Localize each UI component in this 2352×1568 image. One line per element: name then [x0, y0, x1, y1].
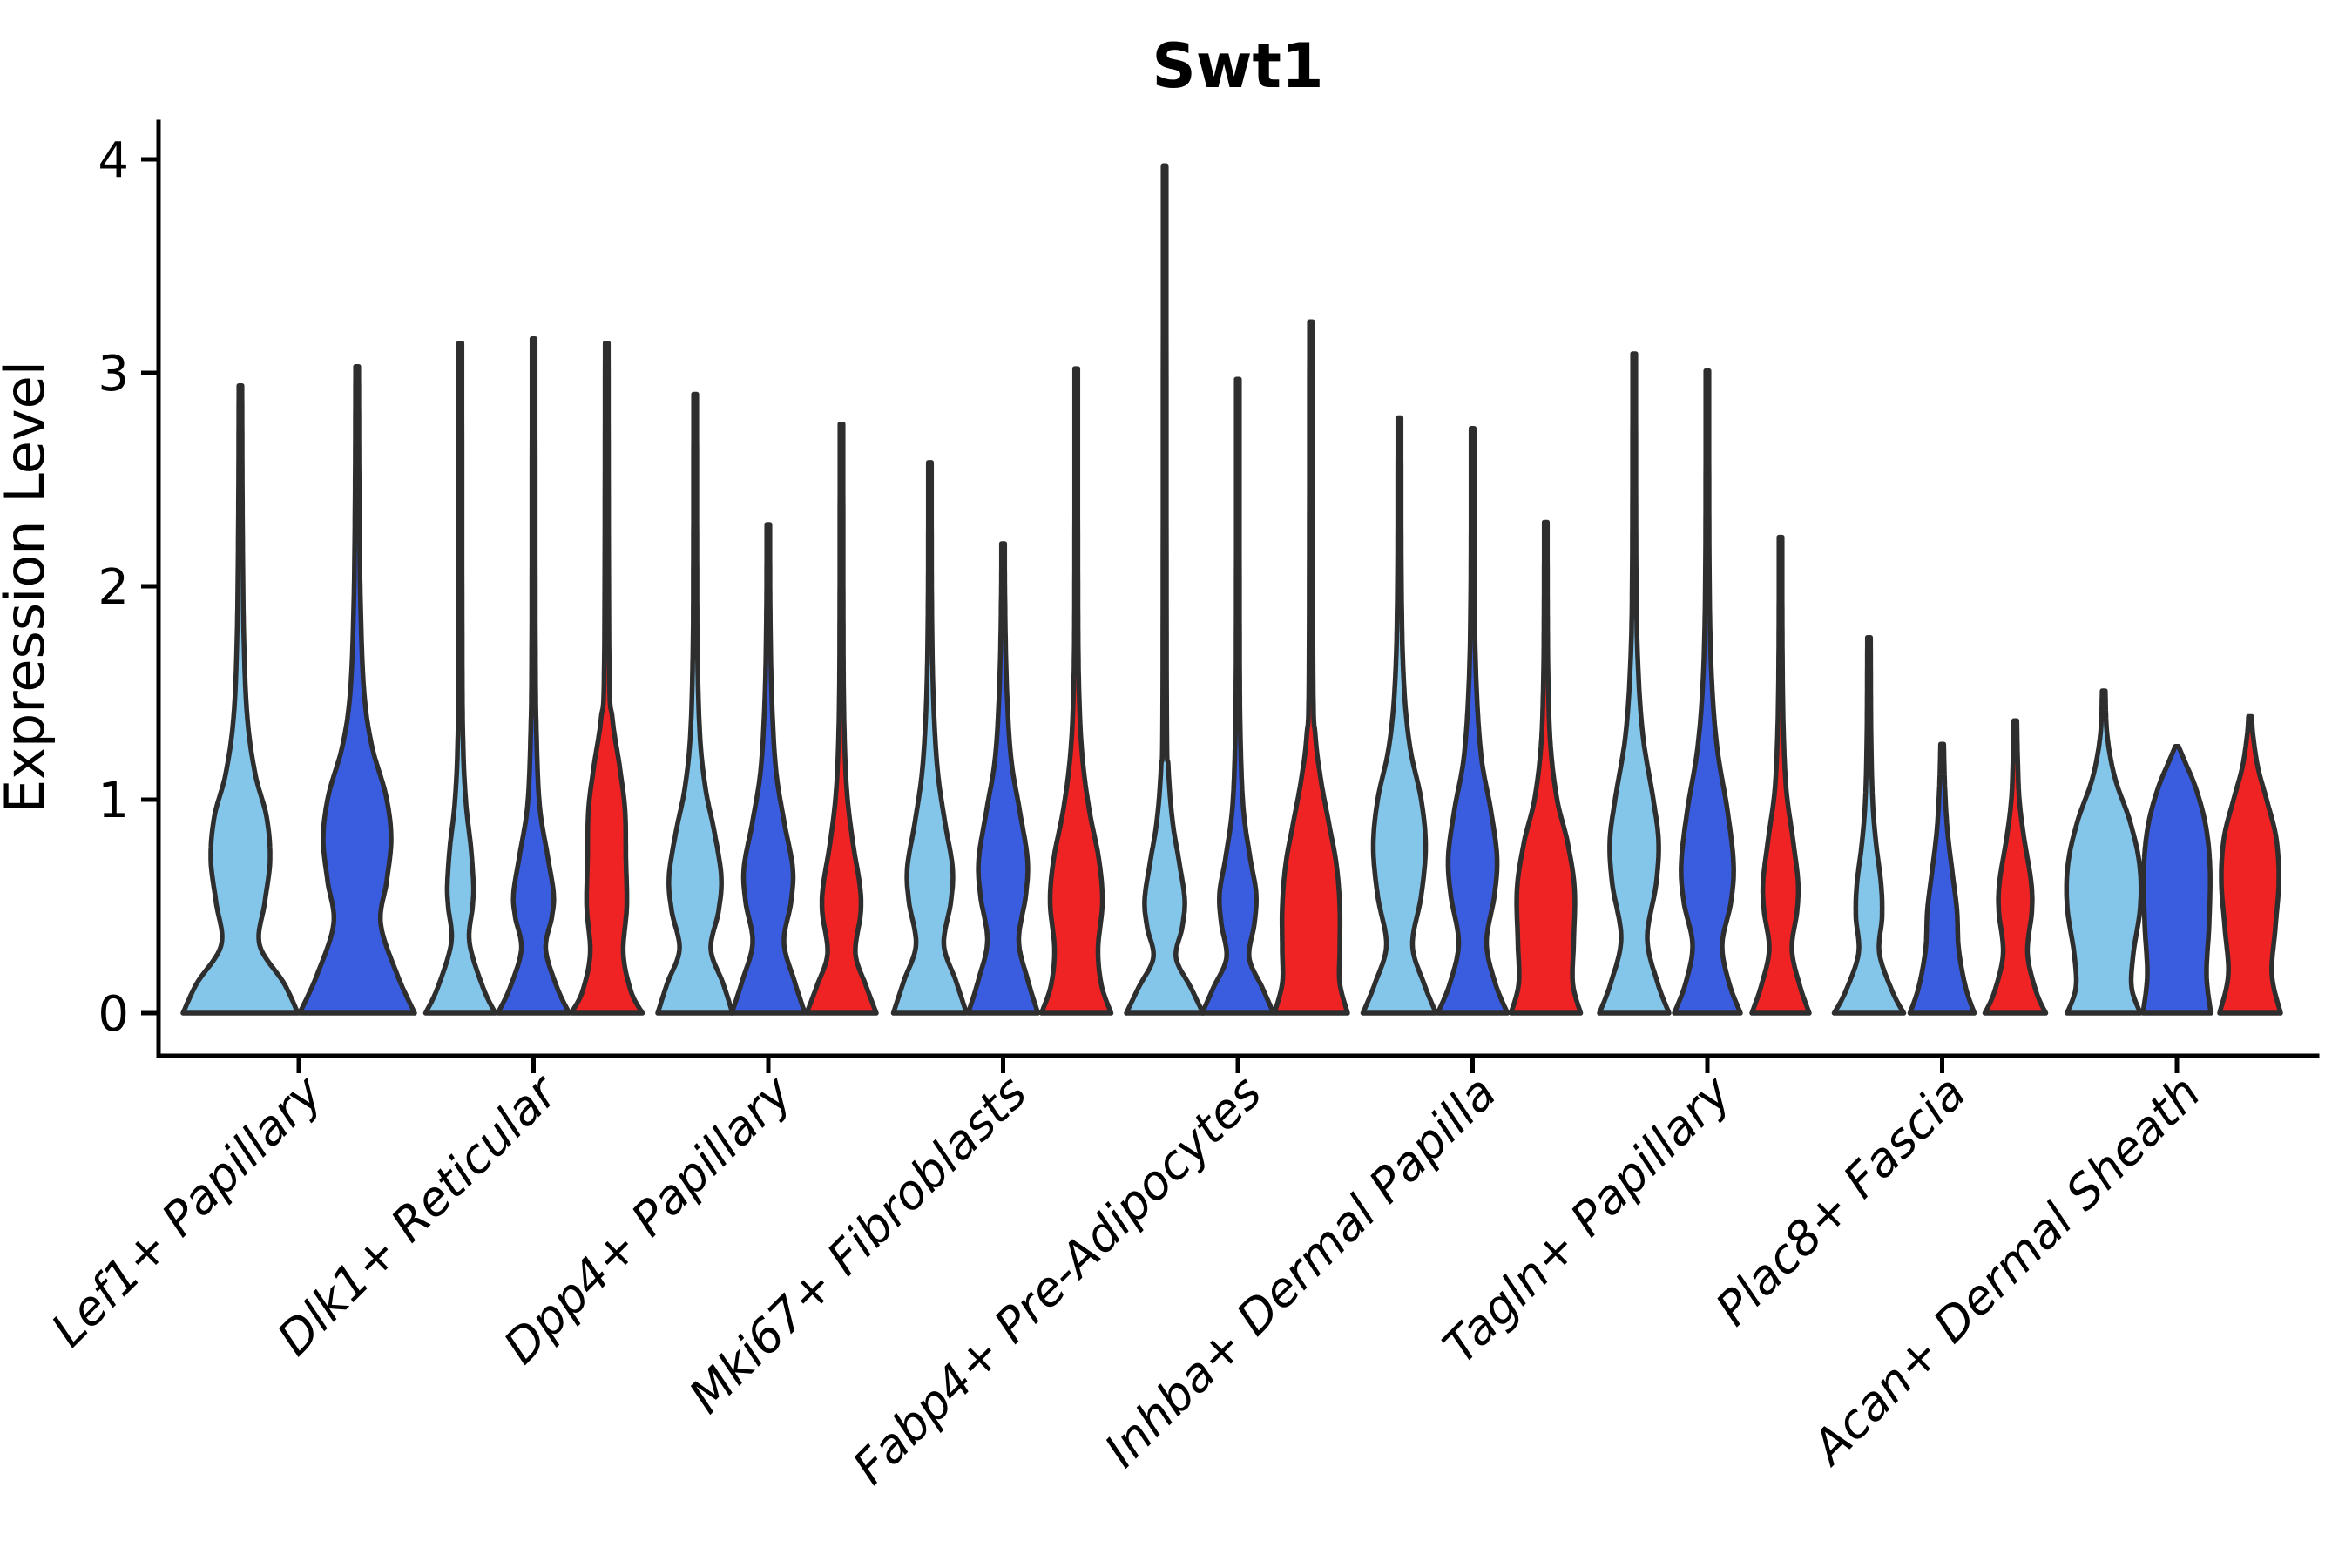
violin-lef1-papillary-dark_blue [297, 363, 417, 1016]
violin-dlk1-reticular-dark_blue [495, 336, 572, 1016]
violin-inhba-dermal-papilla-dark_blue [1435, 425, 1511, 1016]
y-tick-label-1: 1 [98, 773, 129, 829]
violin-tagln-papillary-red [1749, 534, 1812, 1016]
y-tick-label-2: 2 [98, 559, 129, 616]
y-axis-label: Expression Level [0, 361, 57, 814]
violin-tagln-papillary-light_blue [1597, 351, 1672, 1016]
x-tick-label-5: Inhba+ Dermal Papilla [1094, 1065, 1507, 1478]
violin-tagln-papillary-dark_blue [1672, 368, 1743, 1016]
violin-dlk1-reticular-red [568, 340, 645, 1016]
violin-dlk1-reticular-light_blue [422, 340, 498, 1016]
violin-mki67-fibroblasts-dark_blue [965, 541, 1041, 1016]
violin-fabp4-pre-adipocytes-light_blue [1124, 163, 1206, 1016]
violin-acan-dermal-sheath-dark_blue [2140, 744, 2213, 1016]
x-tick-label-7: Plac8+ Fascia [1705, 1065, 1976, 1336]
violin-acan-dermal-sheath-red [2217, 713, 2283, 1016]
violin-series-layer [180, 163, 2283, 1016]
y-tick-label-0: 0 [98, 986, 129, 1043]
violin-plac8-fascia-red [1982, 718, 2049, 1016]
violin-mki67-fibroblasts-light_blue [890, 460, 970, 1016]
violin-fabp4-pre-adipocytes-red [1272, 319, 1350, 1016]
violin-plac8-fascia-dark_blue [1907, 741, 1977, 1016]
violin-dpp4-papillary-dark_blue [729, 522, 808, 1016]
violin-inhba-dermal-papilla-light_blue [1360, 415, 1439, 1016]
violin-fabp4-pre-adipocytes-dark_blue [1200, 376, 1276, 1016]
violin-plac8-fascia-light_blue [1831, 635, 1907, 1016]
violin-lef1-papillary-light_blue [180, 382, 301, 1016]
violin-inhba-dermal-papilla-red [1508, 519, 1584, 1016]
x-tick-label-4: Fabp4+ Pre-Adipocytes [842, 1065, 1272, 1495]
y-tick-label-4: 4 [98, 132, 129, 189]
violin-mki67-fibroblasts-red [1038, 366, 1114, 1016]
y-tick-label-3: 3 [98, 346, 129, 402]
chart-title: Swt1 [1152, 30, 1323, 102]
violin-acan-dermal-sheath-light_blue [2064, 688, 2144, 1016]
violin-dpp4-papillary-light_blue [655, 391, 735, 1016]
violin-dpp4-papillary-red [804, 422, 879, 1016]
x-tick-label-8: Acan+ Dermal Sheath [1800, 1065, 2211, 1477]
